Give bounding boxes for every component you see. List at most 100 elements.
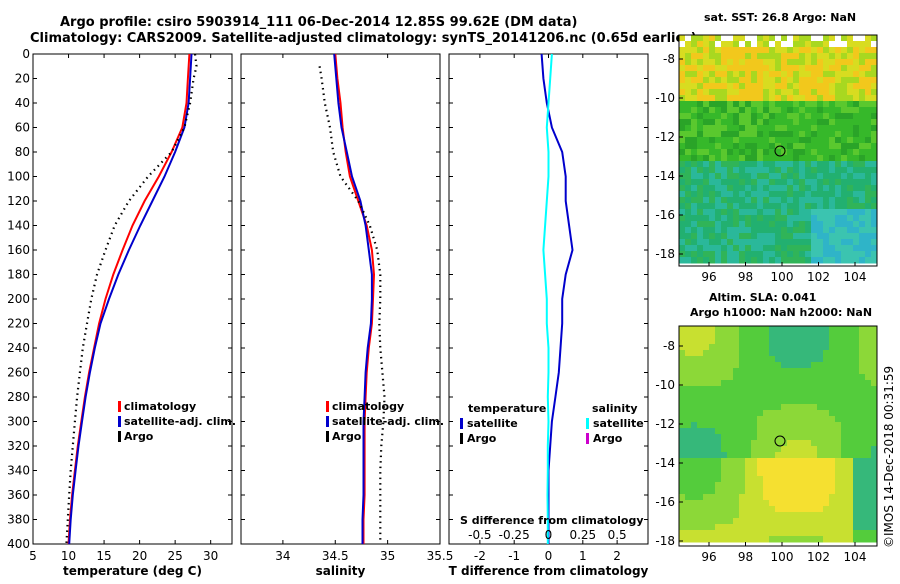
map-cell (823, 500, 830, 507)
map-cell (817, 458, 824, 465)
map-cell (727, 500, 734, 507)
map-cell (847, 227, 854, 234)
map-cell (811, 71, 818, 78)
map-cell (835, 41, 842, 48)
legend-swatch (118, 401, 121, 412)
map-cell (781, 458, 788, 465)
map-cell (847, 155, 854, 162)
map-cell (745, 161, 752, 168)
map-cell (691, 338, 698, 345)
map-cell (745, 191, 752, 198)
map-cell (817, 494, 824, 501)
map-cell (775, 332, 782, 339)
map-cell (841, 524, 848, 531)
map-cell (859, 239, 866, 246)
map-cell (775, 350, 782, 357)
map-cell (781, 107, 788, 114)
map-cell (793, 245, 800, 252)
map-cell (823, 221, 830, 228)
map-cell (751, 59, 758, 66)
map-cell (703, 470, 710, 477)
map-cell (823, 422, 830, 429)
map-cell (847, 125, 854, 132)
map-cell (853, 446, 860, 453)
map-cell (847, 89, 854, 96)
map-cell (829, 506, 836, 513)
map-cell (721, 422, 728, 429)
map-cell (751, 257, 758, 264)
map-cell (751, 185, 758, 192)
map-cell (715, 326, 722, 333)
map-cell (793, 446, 800, 453)
map-cell (775, 326, 782, 333)
map-cell (823, 59, 830, 66)
map-cell (703, 251, 710, 258)
temperature-panel: 0204060801001201401601802002202402602803… (7, 47, 236, 578)
map-cell (739, 113, 746, 120)
map-cell (841, 410, 848, 417)
map-cell (679, 179, 686, 186)
map-cell (697, 185, 704, 192)
map-cell (841, 344, 848, 351)
map-cell (751, 410, 758, 417)
map-cell (763, 524, 770, 531)
map-cell (811, 155, 818, 162)
map-cell (817, 452, 824, 459)
map-cell (805, 107, 812, 114)
map-cell (835, 452, 842, 459)
map-cell (703, 344, 710, 351)
map-cell (769, 185, 776, 192)
map-cell (787, 179, 794, 186)
map-cell (781, 101, 788, 108)
map-cell (805, 482, 812, 489)
map-cell (733, 71, 740, 78)
map-cell (721, 458, 728, 465)
map-cell (775, 71, 782, 78)
map-cell (841, 179, 848, 186)
map-cell (763, 101, 770, 108)
map-cell (787, 368, 794, 375)
map-cell (847, 422, 854, 429)
map-cell (763, 107, 770, 114)
map-cell (685, 362, 692, 369)
map-cell (829, 89, 836, 96)
map-cell (685, 209, 692, 216)
map-cell (685, 356, 692, 363)
map-cell (751, 65, 758, 72)
map-cell (721, 350, 728, 357)
map-cell (721, 101, 728, 108)
map-cell (679, 209, 686, 216)
map-cell (763, 434, 770, 441)
map-cell (733, 107, 740, 114)
map-cell (865, 524, 872, 531)
map-cell (727, 131, 734, 138)
map-cell (757, 452, 764, 459)
map-cell (733, 257, 740, 264)
map-cell (865, 422, 872, 429)
map-cell (685, 530, 692, 537)
map-cell (871, 143, 878, 150)
map-cell (865, 338, 872, 345)
map-cell (841, 71, 848, 78)
map-cell (781, 512, 788, 519)
map-cell (745, 446, 752, 453)
map-cell (835, 71, 842, 78)
map-cell (775, 386, 782, 393)
map-cell (829, 179, 836, 186)
map-cell (763, 350, 770, 357)
map-cell (691, 101, 698, 108)
map-cell (745, 392, 752, 399)
map-cell (721, 434, 728, 441)
map-cell (799, 476, 806, 483)
argo-position-marker (774, 145, 786, 157)
map-cell (781, 356, 788, 363)
legend-title-temperature: temperature (468, 402, 546, 415)
map-cell (757, 374, 764, 381)
map-cell (745, 47, 752, 54)
map-cell (817, 215, 824, 222)
map-cell (697, 221, 704, 228)
map-cell (733, 41, 740, 48)
map-cell (739, 179, 746, 186)
map-cell (787, 185, 794, 192)
map-cell (685, 422, 692, 429)
